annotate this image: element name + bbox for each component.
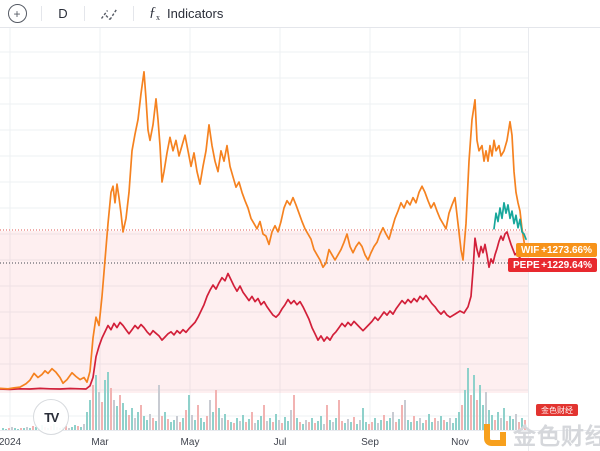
- fx-icon: ƒx: [149, 5, 160, 22]
- price-axis[interactable]: 3250.00%3000.00%2750.00%2500.00%2250.00%…: [529, 27, 600, 430]
- site-stamp-badge: 金色财经: [536, 404, 578, 416]
- golden-finance-logo-icon: [484, 424, 506, 446]
- toolbar-divider: [41, 6, 42, 21]
- toolbar-divider: [133, 6, 134, 21]
- zigzag-chart-type-icon: [100, 8, 118, 20]
- wif-price-badge[interactable]: WIF +1273.66%: [516, 243, 597, 257]
- indicators-button[interactable]: ƒx Indicators: [141, 0, 231, 27]
- chart-type-button[interactable]: [92, 0, 126, 27]
- tradingview-logo[interactable]: TV: [33, 399, 69, 435]
- chart-toolbar: + D ƒx Indicators: [0, 0, 600, 28]
- x-axis-label: Nov: [451, 437, 469, 448]
- wif-symbol: WIF: [521, 244, 540, 256]
- toolbar-divider: [84, 6, 85, 21]
- x-axis-label: Sep: [361, 437, 379, 448]
- tradingview-logo-text: TV: [44, 409, 59, 425]
- add-symbol-button[interactable]: +: [0, 0, 34, 27]
- time-axis[interactable]: 2024 Mar May Jul Sep Nov: [0, 430, 600, 451]
- interval-button[interactable]: D: [58, 6, 68, 21]
- x-axis-label: 2024: [0, 437, 22, 448]
- pepe-symbol: PEPE: [513, 259, 540, 271]
- site-stamp-text: 金色财经: [541, 405, 573, 415]
- x-axis-label: Jul: [273, 437, 287, 448]
- golden-finance-watermark: 金色财经: [480, 417, 600, 451]
- x-axis-label: Mar: [91, 437, 109, 448]
- wif-value: +1273.66%: [541, 244, 592, 256]
- plus-circle-icon: +: [7, 4, 27, 23]
- x-axis-label: May: [180, 437, 200, 448]
- pepe-value: +1229.64%: [541, 259, 592, 271]
- pepe-price-badge[interactable]: PEPE +1229.64%: [508, 258, 597, 272]
- golden-finance-watermark-text: 金色财经: [513, 423, 600, 449]
- indicators-label: Indicators: [167, 6, 224, 21]
